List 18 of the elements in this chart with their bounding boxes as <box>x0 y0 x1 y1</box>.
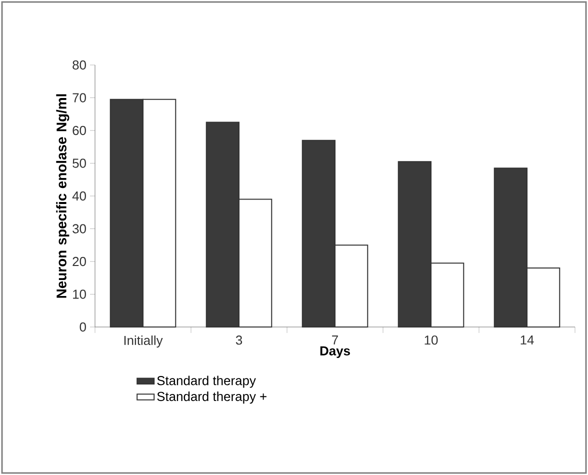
y-tick-label: 20 <box>72 256 86 266</box>
y-tick-label: 0 <box>80 322 86 332</box>
y-axis-title: Neuron specific enolase Ng/ml <box>56 94 70 298</box>
x-axis-title: Days <box>320 346 350 358</box>
y-tick-label: 10 <box>73 290 86 299</box>
x-tick-label: 7 <box>332 336 338 344</box>
y-tick-label: 60 <box>72 126 86 136</box>
x-tick-label: Initially <box>124 336 163 348</box>
x-tick-label: 14 <box>520 336 534 344</box>
y-tick-label: 30 <box>72 224 86 234</box>
x-tick-label: 3 <box>236 336 242 345</box>
y-tick-label: 40 <box>72 191 86 201</box>
x-tick-label: 10 <box>424 336 438 345</box>
legend-label: Standard therapy + <box>157 392 266 404</box>
legend-label: Standard therapy <box>157 376 256 388</box>
y-tick-label: 80 <box>72 60 86 70</box>
y-tick-label: 70 <box>72 93 86 102</box>
y-tick-label: 50 <box>72 158 86 168</box>
